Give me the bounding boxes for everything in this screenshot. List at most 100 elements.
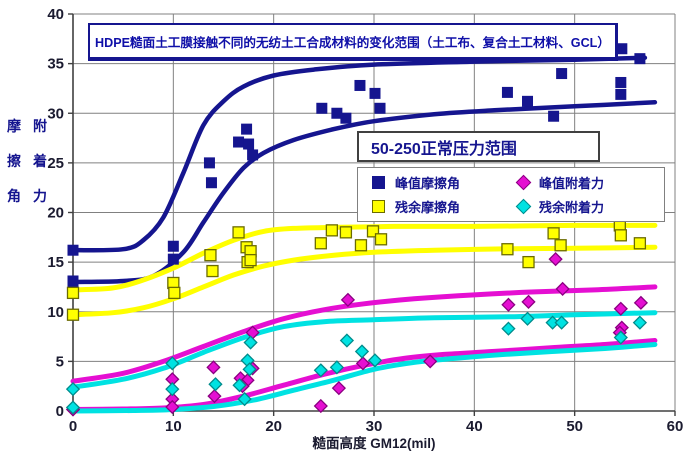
data-point — [374, 233, 388, 246]
y-axis-char: 角 — [7, 188, 21, 204]
data-point — [207, 388, 222, 404]
data-point — [354, 79, 366, 91]
series-markers-1 — [66, 219, 647, 321]
data-point — [316, 102, 328, 114]
envelope-curve-upper — [70, 55, 648, 253]
legend-item-residual-friction: 残余摩擦角 — [372, 197, 518, 216]
data-point — [520, 311, 535, 326]
data-point — [613, 301, 628, 316]
data-point — [522, 95, 534, 107]
data-point — [244, 253, 257, 267]
y-tick-label: 15 — [47, 254, 64, 271]
y-tick-label: 40 — [47, 6, 64, 23]
y-axis-title: 摩 附 擦 着 角 力 — [7, 116, 47, 206]
data-point — [556, 68, 568, 80]
data-point — [634, 53, 646, 65]
data-point — [331, 107, 343, 119]
x-tick-label: 0 — [69, 418, 77, 435]
data-point — [339, 226, 353, 239]
data-point — [616, 43, 628, 55]
data-point — [237, 391, 252, 407]
data-point — [313, 398, 328, 414]
peak-adhesion-marker-icon — [515, 174, 532, 191]
data-point — [247, 149, 259, 161]
data-point — [66, 308, 80, 321]
data-point — [423, 354, 438, 369]
envelope-curves — [70, 55, 658, 414]
data-point — [67, 244, 79, 256]
envelope-curve-upper — [70, 222, 658, 293]
data-point — [522, 255, 535, 269]
data-point — [243, 138, 255, 150]
data-point — [233, 136, 245, 148]
data-point — [67, 275, 79, 287]
data-point — [313, 363, 328, 378]
y-axis-char: 擦 — [7, 153, 21, 169]
data-point — [374, 102, 386, 114]
data-point — [241, 123, 253, 135]
y-axis-char: 摩 — [7, 118, 21, 134]
data-point — [204, 249, 217, 262]
data-point — [242, 362, 257, 377]
y-tick-label: 0 — [56, 403, 64, 420]
data-point — [208, 377, 223, 392]
legend: 峰值摩擦角 峰值附着力 残余摩擦角 残余附着力 — [357, 167, 665, 222]
envelope-curve-upper — [70, 284, 658, 384]
legend-label: 峰值摩擦角 — [395, 176, 461, 192]
data-point — [555, 281, 570, 297]
data-point — [501, 243, 514, 256]
y-axis-char: 力 — [33, 188, 47, 204]
data-point — [354, 344, 370, 359]
data-point — [501, 321, 516, 336]
y-tick-label: 25 — [47, 155, 64, 172]
legend-label: 峰值附着力 — [539, 176, 605, 192]
x-tick-label: 30 — [366, 418, 383, 435]
data-point — [548, 110, 560, 122]
y-axis-char: 着 — [33, 153, 47, 169]
x-tick-label: 10 — [165, 418, 182, 435]
data-point — [340, 292, 356, 307]
data-point — [165, 382, 180, 397]
data-point — [614, 229, 627, 242]
legend-label: 残余附着力 — [539, 199, 605, 215]
legend-item-residual-adhesion: 残余附着力 — [515, 197, 664, 216]
data-point — [167, 253, 179, 265]
series-markers-3 — [65, 311, 648, 415]
data-point — [339, 333, 355, 348]
residual-friction-marker-icon — [372, 199, 385, 213]
y-axis-char: 附 — [33, 118, 47, 134]
y-tick-label: 20 — [47, 205, 64, 222]
chart-title-box: HDPE糙面土工膜接触不同的无纺土工合成材料的变化范围（土工布、复合土工材料、G… — [88, 23, 618, 61]
envelope-curve-lower — [70, 244, 658, 318]
chart-title: HDPE糙面土工膜接触不同的无纺土工合成材料的变化范围（土工布、复合土工材料、G… — [95, 35, 610, 50]
data-point — [340, 112, 352, 124]
data-point — [554, 239, 567, 252]
data-point — [366, 225, 380, 238]
data-point — [65, 382, 81, 397]
data-point — [206, 264, 219, 278]
y-tick-label: 30 — [47, 105, 64, 122]
y-axis-title-row: 角 力 — [7, 186, 47, 206]
data-point — [613, 330, 628, 345]
legend-item-peak-friction: 峰值摩擦角 — [372, 173, 518, 192]
data-point — [325, 224, 339, 237]
peak-friction-marker-icon — [372, 176, 385, 190]
pressure-range-note: 50-250正常压力范围 — [371, 140, 517, 158]
data-point — [205, 177, 217, 189]
y-axis-title-row: 擦 着 — [7, 151, 47, 171]
data-point — [615, 76, 627, 88]
data-point — [167, 240, 179, 252]
data-point — [165, 399, 180, 415]
y-tick-label: 5 — [56, 353, 64, 370]
data-point — [521, 294, 536, 309]
pressure-range-note-box: 50-250正常压力范围 — [357, 131, 600, 162]
data-point — [554, 315, 569, 330]
data-point — [331, 381, 347, 396]
data-point — [369, 87, 381, 99]
data-point — [632, 315, 648, 330]
data-point — [243, 335, 258, 350]
data-point — [633, 237, 647, 250]
tick-labels: 0 5 10 15 20 25 30 35 40 0 10 20 30 40 50 60 — [47, 6, 683, 435]
